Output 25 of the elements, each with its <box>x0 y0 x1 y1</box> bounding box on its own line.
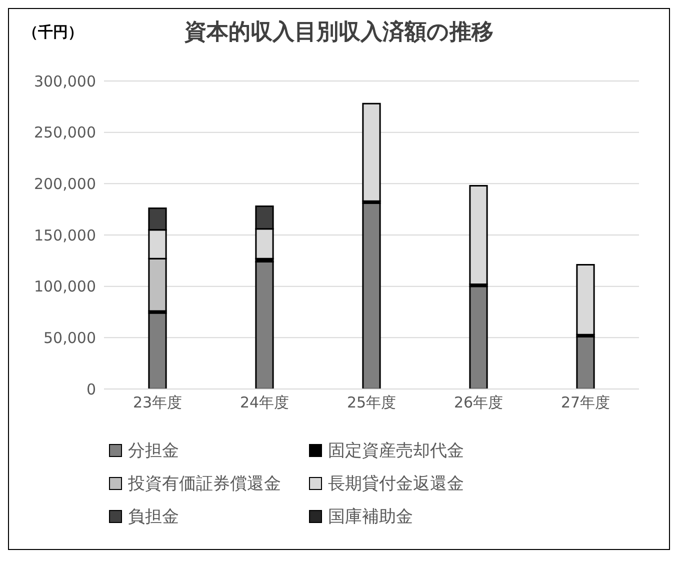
bar <box>148 312 167 389</box>
y-tick-label: 200,000 <box>34 174 96 193</box>
chart-title: 資本的収入目別収入済額の推移 <box>184 20 494 45</box>
bar <box>576 336 595 389</box>
legend-label: 国庫補助金 <box>327 506 414 528</box>
y-tick-label: 150,000 <box>34 226 96 244</box>
x-tick-label: 25年度 <box>346 394 396 412</box>
bar <box>362 202 381 389</box>
y-tick-label: 100,000 <box>34 278 96 296</box>
legend-label: 分担金 <box>127 440 180 462</box>
y-tick-label: 250,000 <box>34 124 96 142</box>
bar <box>469 286 488 389</box>
legend-label: 長期貸付金返還金 <box>327 473 465 495</box>
legend-label: 負担金 <box>127 506 180 528</box>
y-tick-label: 50,000 <box>44 328 96 347</box>
y-tick-label: 300,000 <box>34 72 96 90</box>
x-tick-label: 27年度 <box>560 394 610 412</box>
x-tick-label: 24年度 <box>240 394 290 412</box>
legend-label: 投資有価証券償還金 <box>127 473 282 495</box>
x-tick-label: 23年度 <box>132 394 182 412</box>
legend-label: 固定資産売却代金 <box>327 440 465 462</box>
bar <box>255 260 274 389</box>
y-tick-label: 0 <box>86 380 96 398</box>
y-axis-title: （千円） <box>23 23 83 42</box>
x-tick-label: 26年度 <box>454 394 504 412</box>
